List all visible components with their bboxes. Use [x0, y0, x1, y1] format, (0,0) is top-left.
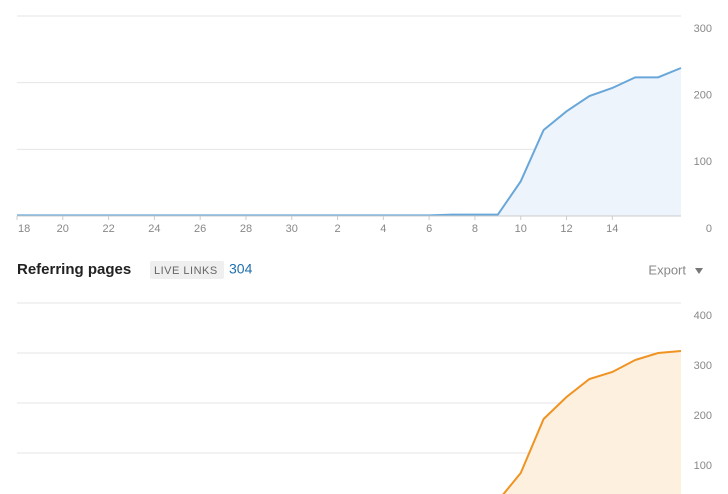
x-tick-label: 24: [148, 223, 160, 235]
y-tick-label: 100: [694, 460, 712, 472]
y-tick-label: 200: [694, 90, 712, 102]
area-fill: [17, 68, 681, 216]
x-tick-label: 12: [560, 223, 572, 235]
y-tick-label: 400: [694, 310, 712, 322]
badge-label: LIVE LINKS: [154, 265, 218, 277]
x-tick-label: 30: [286, 223, 298, 235]
x-tick-label: 26: [194, 223, 206, 235]
x-tick-label: 8: [472, 223, 478, 235]
area-fill: [503, 351, 681, 494]
export-button[interactable]: Export: [648, 262, 686, 277]
x-tick-label: 18: [18, 223, 30, 235]
x-tick-label: 22: [102, 223, 114, 235]
area-line: [17, 67, 682, 217]
area-line: [502, 350, 682, 494]
x-tick-label: 14: [606, 223, 618, 235]
badge-value: 304: [229, 261, 253, 277]
x-tick-label: 6: [426, 223, 432, 235]
x-tick-label: 28: [240, 223, 252, 235]
export-caret[interactable]: [695, 268, 703, 274]
badge-bg: [150, 261, 224, 279]
y-tick-label: 300: [694, 23, 712, 35]
y-tick-label: 200: [694, 410, 712, 422]
x-tick-label: 20: [57, 223, 69, 235]
y-tick-label: 300: [694, 360, 712, 372]
x-tick-label: 10: [515, 223, 527, 235]
section-title: Referring pages: [17, 261, 131, 278]
x-tick-label: 2: [334, 223, 340, 235]
y-tick-label: 0: [706, 223, 712, 235]
y-tick-label: 100: [694, 156, 712, 168]
x-tick-label: 4: [380, 223, 386, 235]
